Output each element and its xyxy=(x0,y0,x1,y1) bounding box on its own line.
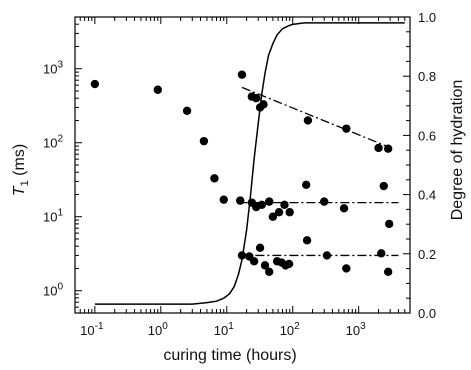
data-point xyxy=(302,236,312,245)
data-point xyxy=(265,267,274,277)
y-right-tick-label: 0.0 xyxy=(418,306,436,321)
data-point xyxy=(153,85,162,94)
data-point xyxy=(383,144,393,153)
data-point xyxy=(237,70,247,79)
data-point xyxy=(274,208,284,217)
y-left-tick-label: 102 xyxy=(43,134,63,151)
y-right-tick-label: 0.4 xyxy=(418,188,436,203)
data-point xyxy=(268,212,278,221)
data-point xyxy=(237,251,247,260)
y-left-tick-label: 101 xyxy=(43,208,63,225)
x-tick-label: 101 xyxy=(214,321,234,338)
x-tick-label: 103 xyxy=(346,321,366,338)
y-axis-right-label: Degree of hydration xyxy=(449,80,466,221)
y-right-tick-label: 0.6 xyxy=(418,128,436,143)
data-point xyxy=(265,197,274,206)
data-point xyxy=(255,243,265,253)
data-point xyxy=(236,196,245,205)
data-point xyxy=(219,195,228,204)
plot-frame xyxy=(74,16,411,314)
data-point xyxy=(303,116,313,125)
data-point xyxy=(339,204,349,213)
data-point xyxy=(260,261,270,270)
data-point xyxy=(342,264,351,273)
y-axis-left-label-subscript: 1 xyxy=(19,180,31,186)
x-tick-label: 100 xyxy=(148,321,168,338)
y-axis-left-label-unit: (ms) xyxy=(11,144,28,180)
data-point xyxy=(257,200,267,209)
data-point xyxy=(284,259,294,269)
data-point xyxy=(199,136,209,146)
data-point xyxy=(285,208,294,217)
y-right-tick-label: 0.2 xyxy=(418,247,436,262)
data-point xyxy=(301,180,311,190)
data-point xyxy=(379,181,388,191)
hydration-curve xyxy=(94,22,405,305)
data-point xyxy=(259,100,268,109)
data-point xyxy=(319,197,329,206)
data-point xyxy=(377,249,386,258)
data-point xyxy=(252,93,261,103)
data-point xyxy=(374,143,383,153)
data-point xyxy=(384,219,394,229)
data-point xyxy=(90,79,100,89)
y-right-tick-label: 0.8 xyxy=(418,69,436,84)
data-point xyxy=(280,200,289,209)
x-axis-label: curing time (hours) xyxy=(163,347,296,364)
data-point xyxy=(383,267,393,277)
y-left-tick-label: 103 xyxy=(43,60,63,77)
fit-line xyxy=(241,86,392,149)
y-axis-left-label-symbol: T xyxy=(11,185,28,196)
plot-area: 10-1 100 101 102 103 100 101 102 103 0.0 0.2 0.4 0.6… xyxy=(43,10,436,338)
data-point xyxy=(249,257,259,266)
data-point xyxy=(342,124,351,133)
y-left-tick-label: 100 xyxy=(43,282,63,299)
x-tick-label: 10-1 xyxy=(80,321,104,338)
data-point xyxy=(322,251,332,260)
y-right-tick-label: 1.0 xyxy=(418,10,436,25)
y-axis-left-label: T1 (ms) xyxy=(11,144,31,196)
x-tick-label: 102 xyxy=(280,321,300,338)
data-point xyxy=(182,106,192,116)
data-point xyxy=(210,174,219,183)
